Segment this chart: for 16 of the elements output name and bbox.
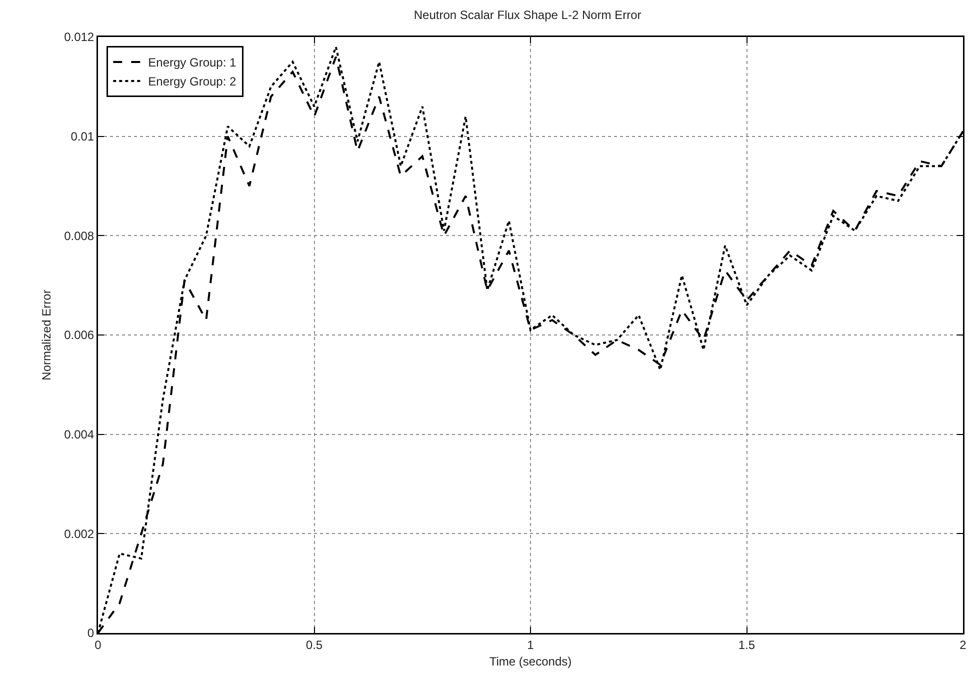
legend-label: Energy Group: 2 <box>148 74 237 89</box>
x-tick-label: 2 <box>960 638 967 652</box>
chart-title: Neutron Scalar Flux Shape L-2 Norm Error <box>414 8 642 22</box>
y-tick-label: 0.012 <box>64 30 94 44</box>
x-tick-label: 1.5 <box>738 638 756 652</box>
y-tick-label: 0 <box>87 626 94 640</box>
y-tick-label: 0.006 <box>64 328 94 342</box>
x-tick-label: 0.5 <box>306 638 323 652</box>
y-tick-label: 0.004 <box>64 428 94 442</box>
y-tick-label: 0.01 <box>70 130 94 144</box>
legend-label: Energy Group: 1 <box>148 56 237 70</box>
x-axis-title: Time (seconds) <box>489 654 572 669</box>
y-tick-label: 0.002 <box>64 526 94 541</box>
x-tick-label: 1 <box>527 638 534 652</box>
y-axis-title: Normalized Error <box>40 290 54 380</box>
y-tick-label: 0.008 <box>64 228 94 243</box>
